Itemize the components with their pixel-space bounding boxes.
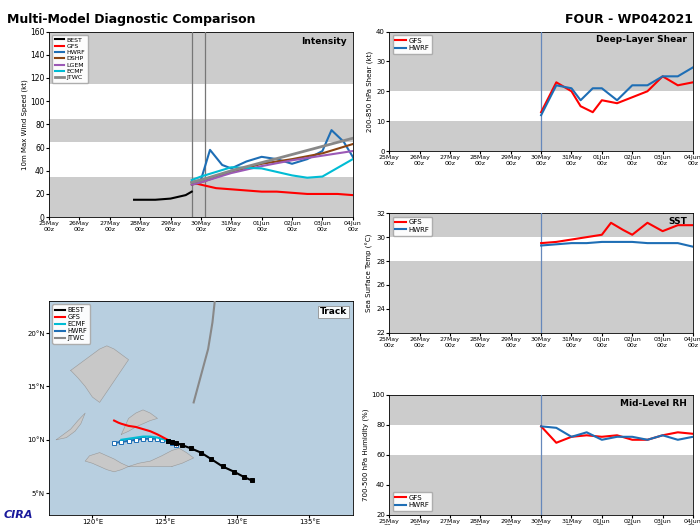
Bar (389, 395, 693, 425)
Text: Deep-Layer Shear: Deep-Layer Shear (596, 35, 687, 44)
Bar (389, 425, 693, 455)
Bar (389, 261, 693, 333)
Text: FOUR - WP042021: FOUR - WP042021 (565, 13, 693, 26)
Polygon shape (56, 413, 85, 440)
Legend: GFS, HWRF: GFS, HWRF (393, 35, 433, 54)
Text: CIRA: CIRA (4, 510, 33, 520)
Text: Multi-Model Diagnostic Comparison: Multi-Model Diagnostic Comparison (7, 13, 256, 26)
Bar (389, 91, 693, 121)
Bar (49, 83, 353, 119)
Polygon shape (71, 346, 129, 402)
Bar (49, 142, 353, 176)
Text: Intensity: Intensity (301, 37, 346, 46)
Bar (389, 121, 693, 151)
Bar (389, 32, 693, 91)
Bar (49, 32, 353, 83)
Text: Track: Track (319, 308, 346, 317)
Legend: GFS, HWRF: GFS, HWRF (393, 217, 433, 236)
Bar (389, 237, 693, 261)
Bar (389, 455, 693, 514)
Bar (49, 119, 353, 142)
Text: SST: SST (668, 217, 687, 226)
Y-axis label: 700-500 hPa Humidity (%): 700-500 hPa Humidity (%) (363, 408, 369, 501)
Polygon shape (121, 410, 158, 434)
Bar (389, 213, 693, 237)
Y-axis label: Sea Surface Temp (°C): Sea Surface Temp (°C) (366, 234, 373, 312)
Legend: GFS, HWRF: GFS, HWRF (393, 492, 433, 511)
Legend: BEST, GFS, HWRF, DSHP, LGEM, ECMF, JTWC: BEST, GFS, HWRF, DSHP, LGEM, ECMF, JTWC (52, 35, 88, 83)
Legend: BEST, GFS, ECMF, HWRF, JTWC: BEST, GFS, ECMF, HWRF, JTWC (52, 304, 90, 344)
Y-axis label: 200-850 hPa Shear (kt): 200-850 hPa Shear (kt) (367, 51, 373, 132)
Polygon shape (85, 448, 194, 472)
Text: Mid-Level RH: Mid-Level RH (620, 398, 687, 407)
Bar (49, 176, 353, 217)
Y-axis label: 10m Max Wind Speed (kt): 10m Max Wind Speed (kt) (21, 79, 27, 170)
